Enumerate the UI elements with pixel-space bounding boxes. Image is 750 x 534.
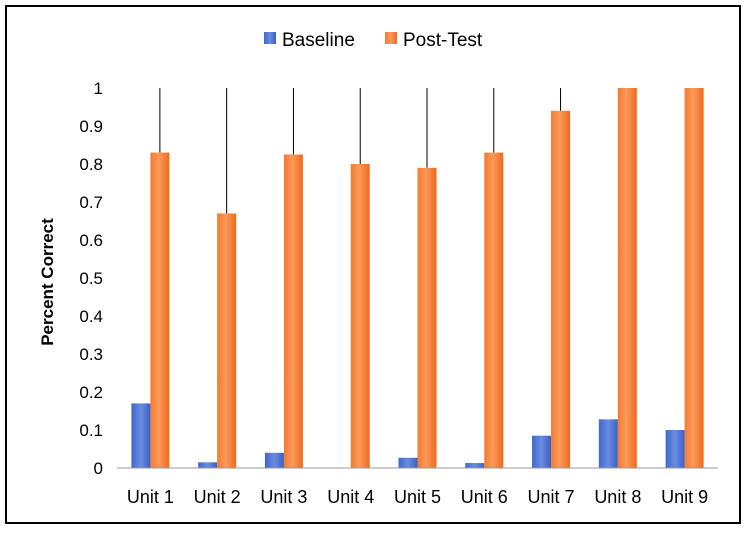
y-tick-label: 0.5	[79, 269, 103, 288]
legend: Baseline Post-Test	[264, 30, 483, 51]
legend-label-post-test: Post-Test	[403, 30, 483, 51]
legend-swatch-baseline	[264, 32, 276, 44]
bar-baseline	[398, 457, 418, 468]
y-tick-label: 0.2	[79, 383, 103, 402]
x-category-label: Unit 1	[127, 487, 174, 507]
x-category-label: Unit 8	[594, 487, 641, 507]
y-tick-label: 0.8	[79, 155, 103, 174]
x-category-label: Unit 7	[528, 487, 575, 507]
y-axis-ticks: 0 0.1 0.2 0.3 0.4 0.5 0.6 0.7 0.8 0.9 1	[79, 79, 103, 478]
bar-post-test	[217, 213, 237, 468]
y-tick-label: 0.6	[79, 231, 103, 250]
bar-post-test	[417, 167, 437, 469]
bar-baseline	[264, 452, 284, 468]
error-bars	[159, 88, 562, 214]
bar-post-test	[283, 154, 303, 468]
bar-baseline	[665, 430, 685, 468]
bars	[131, 88, 704, 469]
legend-label-baseline: Baseline	[282, 30, 355, 51]
y-tick-label: 0	[94, 459, 103, 478]
legend-swatch-post-test	[385, 32, 397, 44]
x-axis-categories: Unit 1 Unit 2 Unit 3 Unit 4 Unit 5 Unit 6 Unit…	[127, 487, 708, 507]
y-tick-label: 0.4	[79, 307, 103, 326]
bar-post-test	[150, 152, 170, 468]
bar-post-test	[684, 88, 704, 468]
y-tick-label: 0.7	[79, 193, 103, 212]
x-category-label: Unit 3	[260, 487, 307, 507]
bar-post-test	[551, 110, 571, 469]
bar-baseline	[598, 419, 618, 468]
y-tick-label: 1	[94, 79, 103, 98]
x-category-label: Unit 9	[661, 487, 708, 507]
bar-post-test	[484, 152, 504, 468]
y-axis-label: Percent Correct	[38, 218, 57, 346]
x-category-label: Unit 4	[327, 487, 374, 507]
x-category-label: Unit 5	[394, 487, 441, 507]
y-tick-label: 0.9	[79, 117, 103, 136]
y-tick-label: 0.3	[79, 345, 103, 364]
y-tick-label: 0.1	[79, 421, 103, 440]
bar-baseline	[198, 462, 218, 468]
x-category-label: Unit 2	[194, 487, 241, 507]
bar-baseline	[465, 463, 485, 468]
bar-post-test	[617, 88, 637, 468]
x-category-label: Unit 6	[461, 487, 508, 507]
bar-baseline	[131, 403, 151, 468]
bar-baseline	[532, 435, 552, 468]
bar-post-test	[350, 164, 370, 468]
